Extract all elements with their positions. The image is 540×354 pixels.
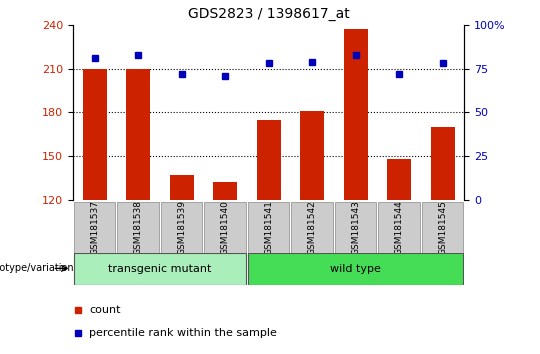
Bar xyxy=(379,202,420,253)
Text: count: count xyxy=(89,305,121,315)
Text: GSM181537: GSM181537 xyxy=(90,200,99,255)
Bar xyxy=(292,202,333,253)
Bar xyxy=(83,69,106,200)
Bar xyxy=(431,127,455,200)
Text: GSM181542: GSM181542 xyxy=(308,200,316,255)
Title: GDS2823 / 1398617_at: GDS2823 / 1398617_at xyxy=(188,7,349,21)
Bar xyxy=(170,175,194,200)
Text: GSM181540: GSM181540 xyxy=(221,200,230,255)
Bar xyxy=(74,202,116,253)
Text: GSM181541: GSM181541 xyxy=(264,200,273,255)
Text: wild type: wild type xyxy=(330,264,381,274)
Bar xyxy=(213,183,237,200)
Bar xyxy=(256,120,281,200)
Bar xyxy=(126,69,150,200)
Bar xyxy=(422,202,463,253)
Text: GSM181545: GSM181545 xyxy=(438,200,447,255)
Bar xyxy=(118,202,159,253)
Bar xyxy=(387,159,411,200)
Bar xyxy=(300,111,324,200)
Bar xyxy=(248,253,463,285)
Text: transgenic mutant: transgenic mutant xyxy=(108,264,212,274)
Text: genotype/variation: genotype/variation xyxy=(0,263,74,273)
Bar xyxy=(74,253,246,285)
Text: GSM181543: GSM181543 xyxy=(351,200,360,255)
Text: GSM181544: GSM181544 xyxy=(395,200,403,255)
Text: percentile rank within the sample: percentile rank within the sample xyxy=(89,328,277,338)
Bar xyxy=(205,202,246,253)
Text: GSM181538: GSM181538 xyxy=(134,200,143,255)
Bar xyxy=(335,202,376,253)
Bar xyxy=(161,202,202,253)
Bar xyxy=(248,202,289,253)
Bar xyxy=(343,29,368,200)
Text: GSM181539: GSM181539 xyxy=(177,200,186,255)
